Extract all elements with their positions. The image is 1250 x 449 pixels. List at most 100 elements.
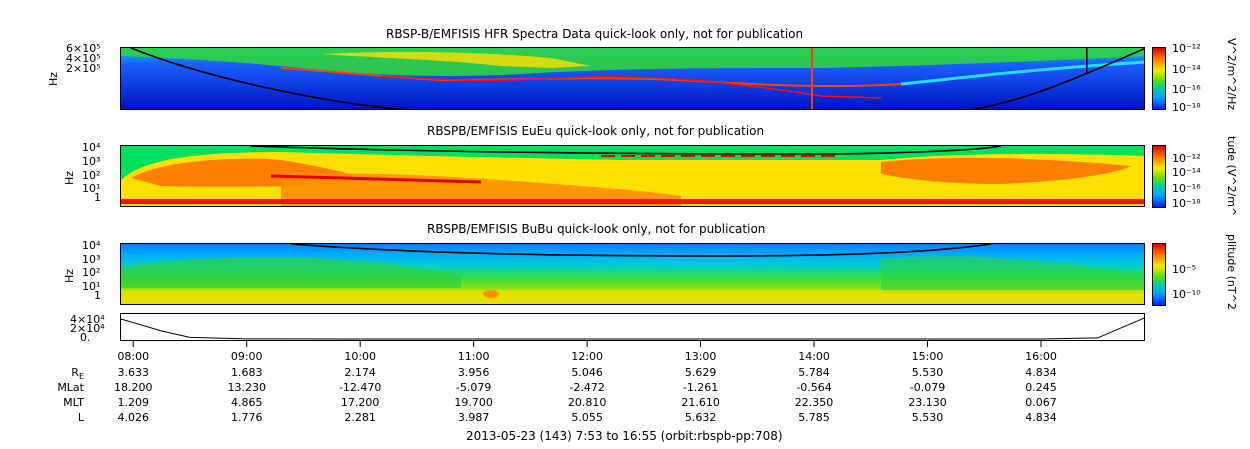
ephemeris-row-label: MLat: [57, 381, 84, 394]
time-tick-label: 12:00: [571, 350, 603, 363]
ephemeris-value: 20.810: [567, 396, 607, 409]
time-tick-label: 11:00: [457, 350, 490, 363]
ephemeris-value: -2.472: [569, 381, 605, 394]
bubu-heatmap: [121, 244, 1144, 304]
hfr-fce-curve: [130, 48, 1144, 109]
panel1-ytick: 4×10⁵: [66, 52, 101, 65]
panel1-cbar-tick: 10⁻¹⁸: [1172, 101, 1201, 114]
ephemeris-value: 0.245: [1025, 381, 1057, 394]
ephemeris-value: 5.632: [684, 411, 717, 424]
panel2-cbar-tick: 10⁻¹⁴: [1172, 166, 1201, 179]
panel3-ylabel: Hz: [63, 268, 76, 283]
hfr-spectrogram: [120, 47, 1145, 110]
panel1-ylabel: Hz: [47, 71, 60, 86]
ephemeris-value: 23.130: [908, 396, 947, 409]
ephemeris-value: -5.079: [455, 381, 492, 394]
footer-caption: 2013-05-23 (143) 7:53 to 16:55 (orbit:rb…: [466, 429, 783, 443]
ephemeris-row-sublabel: E: [78, 372, 84, 382]
ephemeris-value: -1.261: [682, 381, 719, 394]
eueu-orange-mid: [281, 173, 681, 206]
panel4-ytick: 2×10⁴: [70, 322, 105, 335]
ephemeris-value: 1.683: [230, 366, 263, 379]
time-tick-label: 13:00: [684, 350, 717, 363]
panel3-ytick: 10²: [82, 266, 101, 279]
ephemeris-value: 0.067: [1025, 396, 1057, 409]
orbit-line: [120, 317, 1145, 340]
bubu-spectrogram: [120, 243, 1145, 305]
panel3-cbar-tick: 10⁻¹⁰: [1172, 288, 1201, 301]
ephemeris-value: 4.834: [1025, 411, 1057, 424]
ephemeris-value: 18.200: [113, 381, 153, 394]
bubu-yellow-bottom: [121, 290, 1144, 304]
panel1-cbar-tick: 10⁻¹⁶: [1172, 83, 1201, 96]
eueu-spectrogram: [120, 145, 1145, 207]
eueu-bottom-band: [121, 199, 1144, 204]
panel2-cbar-tick: 10⁻¹⁶: [1172, 182, 1201, 195]
ephemeris-value: 1.209: [117, 396, 149, 409]
time-axis-ticks: [132, 341, 1042, 347]
ephemeris-value: 2.174: [344, 366, 376, 379]
panel1-title: RBSP-B/EMFISIS HFR Spectra Data quick-lo…: [386, 27, 804, 41]
time-tick-label: 10:00: [344, 350, 377, 363]
bubu-fce-curve: [290, 244, 992, 257]
panel2-cbar-label: tude (V^2/m^: [1225, 136, 1238, 217]
hfr-yellow-band: [321, 51, 591, 68]
ephemeris-row-label: RE: [71, 366, 84, 382]
panel3-cbar-tick: 10⁻⁵: [1172, 263, 1197, 276]
panel3-ytick: 10³: [82, 253, 101, 266]
panel2-colorbar: [1152, 145, 1166, 208]
ephemeris-value: 3.987: [457, 411, 490, 424]
panel2-ytick: 10³: [82, 155, 101, 168]
ephemeris-value: 22.350: [794, 396, 834, 409]
eueu-fce-curve: [250, 146, 1002, 155]
ephemeris-value: 5.784: [798, 366, 830, 379]
panel1-ytick: 6×10⁵: [66, 42, 101, 55]
orbit-line-chart: [120, 313, 1145, 341]
panel3-title: RBSPB/EMFISIS BuBu quick-look only, not …: [427, 222, 766, 236]
panel4-ytick: 4×10⁴: [70, 313, 105, 326]
eueu-red-streak: [270, 174, 482, 184]
ephemeris-value: 3.956: [457, 366, 490, 379]
line-panel-frame: [120, 313, 1145, 341]
panel4-ytick: 0.: [80, 331, 91, 344]
panel1-cbar-label: V^2/m^2/Hz: [1225, 38, 1238, 111]
time-tick-label: 15:00: [911, 350, 944, 363]
panel3-colorbar: [1152, 243, 1166, 306]
hfr-vline: [811, 48, 813, 109]
ephemeris-value: -0.079: [909, 381, 946, 394]
ephemeris-value: 3.633: [117, 366, 149, 379]
panel2-ytick: 10²: [82, 169, 101, 182]
panel2-ytick: 10⁴: [82, 141, 101, 154]
ephemeris-value: -0.564: [796, 381, 832, 394]
hfr-heatmap: [121, 48, 1144, 109]
panel1-cbar-tick: 10⁻¹²: [1172, 42, 1201, 55]
ephemeris-row-label: L: [77, 411, 84, 424]
ephemeris-value: 13.230: [227, 381, 266, 394]
panel1-ytick: 2×10⁵: [66, 62, 101, 75]
ephemeris-row-label: MLT: [63, 396, 84, 409]
ephemeris-value: -12.470: [338, 381, 382, 394]
ephemeris-value: 5.530: [911, 366, 944, 379]
ephemeris-value: 17.200: [340, 396, 380, 409]
ephemeris-value: 5.629: [684, 366, 717, 379]
panel2-ylabel: Hz: [63, 170, 76, 185]
ephemeris-value: 5.785: [798, 411, 830, 424]
ephemeris-value: 5.055: [571, 411, 603, 424]
panel3-ytick: 1: [94, 289, 101, 302]
hfr-marker: [1086, 48, 1088, 74]
ephemeris-value: 4.026: [117, 411, 149, 424]
panel2-ytick: 1: [94, 191, 101, 204]
hfr-red-line: [380, 75, 882, 99]
ephemeris-value: 5.530: [911, 411, 944, 424]
panel2-cbar-tick: 10⁻¹²: [1172, 152, 1201, 165]
panel2-ytick: 10¹: [82, 182, 101, 195]
ephemeris-value: 2.281: [344, 411, 376, 424]
ephemeris-value: 4.834: [1025, 366, 1057, 379]
ephemeris-value: 4.865: [230, 396, 263, 409]
panel2-title: RBSPB/EMFISIS EuEu quick-look only, not …: [427, 124, 765, 138]
hfr-band-right: [900, 60, 1144, 86]
time-tick-label: 16:00: [1025, 350, 1057, 363]
bubu-green-left: [121, 257, 461, 288]
panel3-cbar-label: plitude (nT^2: [1225, 234, 1238, 310]
ephemeris-value: 21.610: [681, 396, 720, 409]
